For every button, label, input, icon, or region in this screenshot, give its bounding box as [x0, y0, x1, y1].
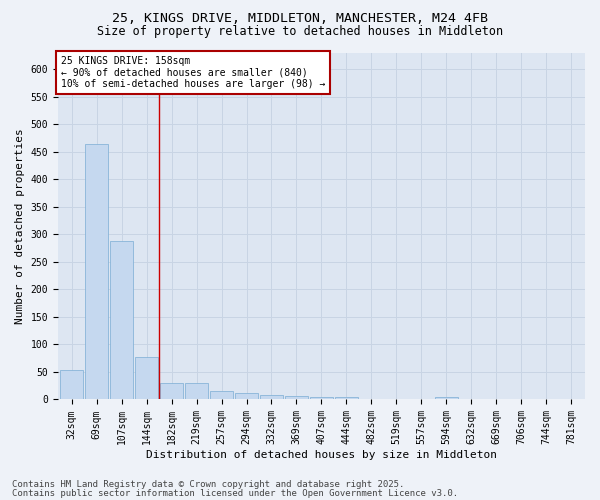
- Bar: [335, 396, 358, 400]
- Text: 25, KINGS DRIVE, MIDDLETON, MANCHESTER, M24 4FB: 25, KINGS DRIVE, MIDDLETON, MANCHESTER, …: [112, 12, 488, 26]
- Y-axis label: Number of detached properties: Number of detached properties: [15, 128, 25, 324]
- Bar: [235, 393, 258, 400]
- Bar: [285, 396, 308, 400]
- Bar: [110, 242, 133, 400]
- Bar: [210, 391, 233, 400]
- Text: Size of property relative to detached houses in Middleton: Size of property relative to detached ho…: [97, 25, 503, 38]
- Text: Contains public sector information licensed under the Open Government Licence v3: Contains public sector information licen…: [12, 490, 458, 498]
- Bar: [85, 144, 108, 400]
- Bar: [61, 370, 83, 400]
- Text: 25 KINGS DRIVE: 158sqm
← 90% of detached houses are smaller (840)
10% of semi-de: 25 KINGS DRIVE: 158sqm ← 90% of detached…: [61, 56, 325, 89]
- Bar: [160, 383, 183, 400]
- Bar: [435, 398, 458, 400]
- X-axis label: Distribution of detached houses by size in Middleton: Distribution of detached houses by size …: [146, 450, 497, 460]
- Bar: [310, 396, 332, 400]
- Bar: [185, 383, 208, 400]
- Bar: [260, 394, 283, 400]
- Bar: [136, 357, 158, 400]
- Text: Contains HM Land Registry data © Crown copyright and database right 2025.: Contains HM Land Registry data © Crown c…: [12, 480, 404, 489]
